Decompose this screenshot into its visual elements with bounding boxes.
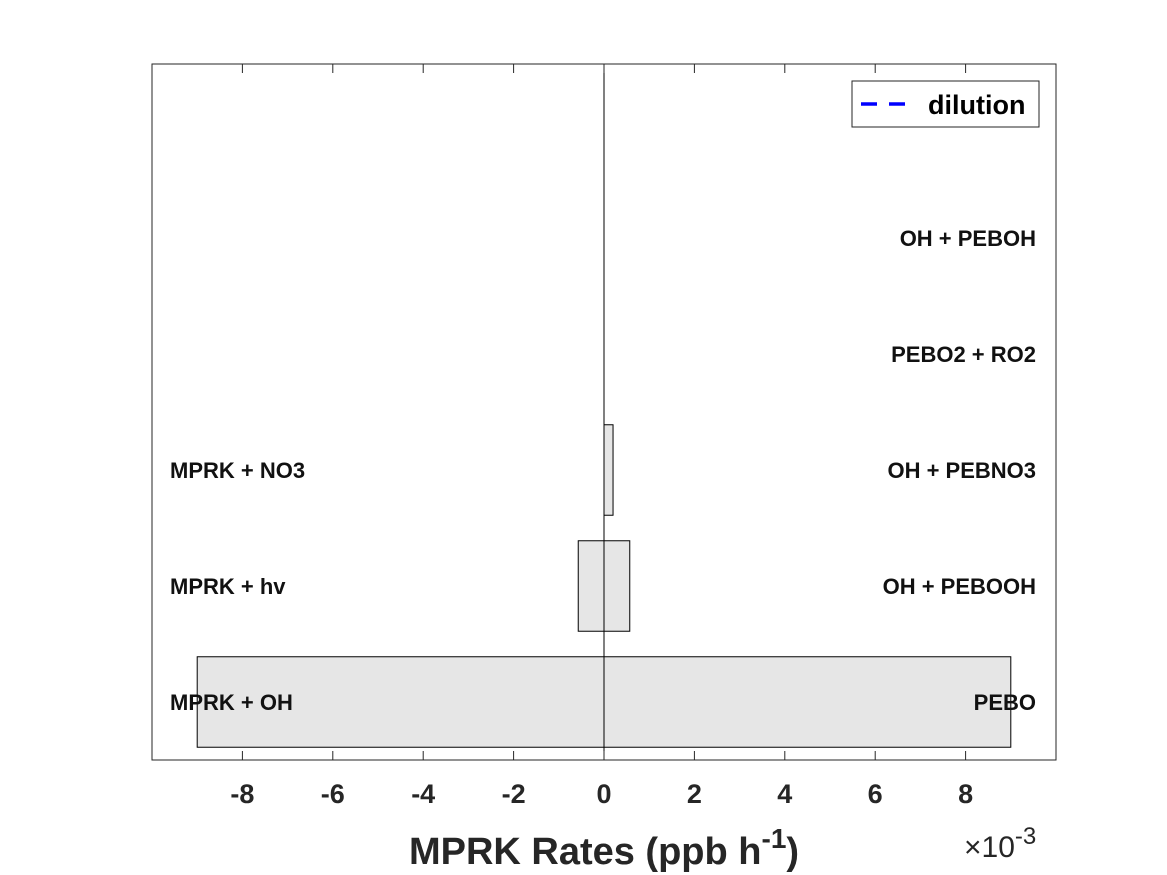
bar-loss-0 <box>196 656 605 748</box>
x-ticks-group: -8 -6 -4 -2 0 2 4 6 8 <box>230 64 973 809</box>
x-axis-multiplier-base: ×10 <box>964 831 1015 864</box>
row-labels-group: MPRK + OH PEBO MPRK + hv OH + PEBOOH MPRK + … <box>170 226 1036 715</box>
bar-loss-1 <box>577 540 605 632</box>
production-label-0: PEBO <box>974 690 1036 715</box>
production-label-1: OH + PEBOOH <box>883 574 1036 599</box>
x-tick-label-0: -8 <box>230 779 254 809</box>
legend-dilution-label: dilution <box>928 90 1025 120</box>
x-axis-title-suffix: ) <box>786 831 799 873</box>
bar-production-2 <box>603 424 614 516</box>
x-axis-multiplier: ×10-3 <box>964 823 1036 864</box>
legend: dilution <box>851 80 1040 128</box>
legend-box <box>851 80 1040 128</box>
x-tick-label-8: 8 <box>958 779 973 809</box>
x-axis-multiplier-exponent: -3 <box>1015 823 1036 850</box>
loss-label-2: MPRK + NO3 <box>170 458 305 483</box>
bar-production-1 <box>603 540 631 632</box>
production-label-2: OH + PEBNO3 <box>887 458 1036 483</box>
loss-label-0: MPRK + OH <box>170 690 293 715</box>
production-label-3: PEBO2 + RO2 <box>891 342 1036 367</box>
x-tick-label-1: -6 <box>321 779 345 809</box>
x-tick-label-2: -4 <box>411 779 435 809</box>
x-axis-title-main: MPRK Rates (ppb h <box>409 831 762 873</box>
x-tick-label-6: 4 <box>777 779 792 809</box>
bar-production-0 <box>603 656 1012 748</box>
x-tick-label-4: 0 <box>596 779 611 809</box>
x-tick-label-3: -2 <box>502 779 526 809</box>
production-label-4: OH + PEBOH <box>900 226 1036 251</box>
bars-group <box>196 424 1012 748</box>
x-axis-title-superscript: -1 <box>762 823 787 854</box>
x-axis-title: MPRK Rates (ppb h-1) <box>409 823 799 873</box>
x-tick-label-7: 6 <box>868 779 883 809</box>
x-tick-label-5: 2 <box>687 779 702 809</box>
loss-label-1: MPRK + hv <box>170 574 286 599</box>
